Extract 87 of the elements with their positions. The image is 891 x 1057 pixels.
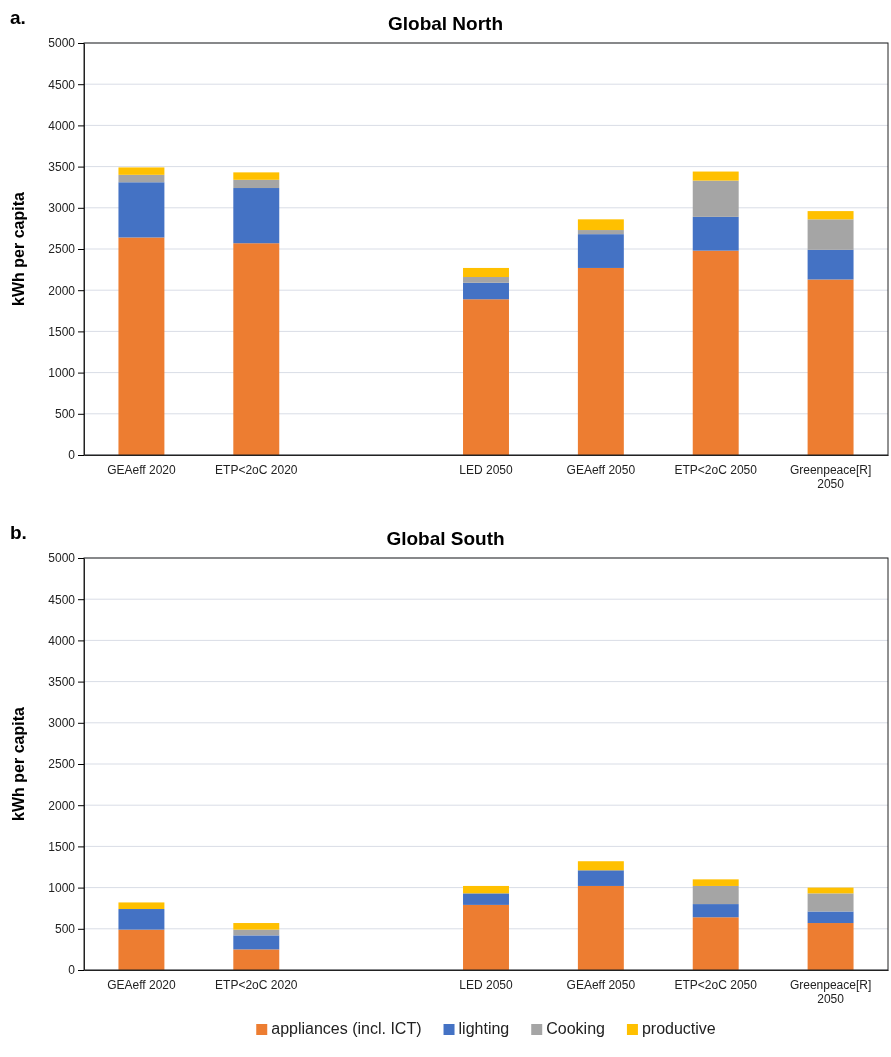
bar (118, 182, 165, 238)
x-tick-label: ETP<2oC 2020 (215, 462, 298, 477)
bar (692, 917, 739, 970)
bar (692, 250, 739, 455)
bar (692, 171, 739, 181)
y-tick-label: 5000 (48, 36, 76, 51)
bar (577, 230, 624, 235)
bar (807, 219, 854, 250)
x-tick-label: GEAeff 2020 (107, 977, 176, 992)
bar (577, 885, 624, 970)
y-tick-label: 2000 (48, 283, 76, 298)
x-tick-label: GEAeff 2020 (107, 462, 176, 477)
legend-label: lighting (458, 1020, 510, 1037)
bar (463, 904, 509, 970)
text: a. (10, 7, 26, 28)
x-tick-label: GEAeff 2050 (566, 462, 636, 477)
text: b. (10, 522, 27, 543)
bar (463, 277, 509, 283)
y-tick-label: 4500 (48, 77, 76, 92)
bar (118, 237, 165, 455)
bar (577, 234, 624, 268)
bar (463, 267, 509, 278)
y-tick-label: 1500 (48, 839, 76, 854)
bar (118, 902, 165, 910)
bar (118, 174, 165, 183)
y-tick-label: 500 (54, 407, 76, 422)
y-tick-label: 2500 (48, 242, 76, 257)
x-tick-label: LED 2050 (459, 462, 514, 477)
bar (692, 904, 739, 918)
x-tick-label: LED 2050 (459, 977, 514, 992)
x-tick-label: ETP<2oC 2050 (674, 977, 758, 992)
y-tick-label: 0 (68, 963, 76, 978)
x-tick-label: GEAeff 2050 (566, 977, 636, 992)
bar (692, 879, 739, 886)
x-tick-label: Greenpeace[R] 2050 (789, 462, 872, 491)
y-tick-label: 1500 (48, 324, 76, 339)
legend-label: appliances (incl. ICT) (271, 1020, 422, 1037)
legend-label: productive (641, 1020, 716, 1037)
y-axis-title: kWh per capita (10, 192, 27, 306)
y-tick-label: 1000 (48, 365, 76, 380)
y-tick-label: 3000 (48, 201, 76, 216)
y-tick-label: 500 (54, 922, 76, 937)
bar (233, 949, 280, 970)
bar (118, 929, 165, 970)
bar (692, 216, 739, 251)
bar (233, 188, 280, 244)
legend-label: Cooking (546, 1020, 605, 1037)
bar (463, 893, 509, 905)
bar (118, 167, 165, 175)
y-tick-label: 0 (68, 448, 76, 463)
y-tick-label: 1000 (48, 880, 76, 895)
x-tick-label: ETP<2oC 2020 (215, 977, 298, 992)
x-tick-label: ETP<2oC 2050 (674, 462, 758, 477)
chart-title: Global South (386, 528, 505, 549)
bar (577, 870, 624, 886)
bar (463, 885, 509, 894)
y-tick-label: 3000 (48, 716, 76, 731)
bar (233, 935, 280, 950)
y-tick-label: 4000 (48, 118, 76, 133)
y-tick-label: 5000 (48, 551, 76, 566)
bar (233, 923, 280, 930)
bar (577, 267, 624, 455)
bar (233, 243, 280, 455)
y-tick-label: 2500 (48, 757, 76, 772)
bar (233, 179, 280, 189)
y-tick-label: 3500 (48, 674, 76, 689)
y-tick-label: 4500 (48, 592, 76, 607)
bar (807, 893, 854, 912)
bar (118, 909, 165, 930)
bar (807, 249, 854, 280)
x-tick-label: Greenpeace[R] 2050 (789, 977, 872, 1006)
y-tick-label: 4000 (48, 633, 76, 648)
y-tick-label: 2000 (48, 798, 76, 813)
chart-title: Global North (387, 13, 504, 34)
bar (692, 180, 739, 217)
bar (463, 299, 509, 455)
bar (463, 282, 509, 300)
bar (807, 923, 854, 970)
bar (577, 219, 624, 231)
bar (692, 885, 739, 905)
bar (807, 279, 854, 455)
bar (577, 861, 624, 871)
y-tick-label: 3500 (48, 159, 76, 174)
bar (807, 211, 854, 220)
bar (807, 911, 854, 924)
bar (233, 172, 280, 180)
y-axis-title: kWh per capita (10, 707, 27, 821)
